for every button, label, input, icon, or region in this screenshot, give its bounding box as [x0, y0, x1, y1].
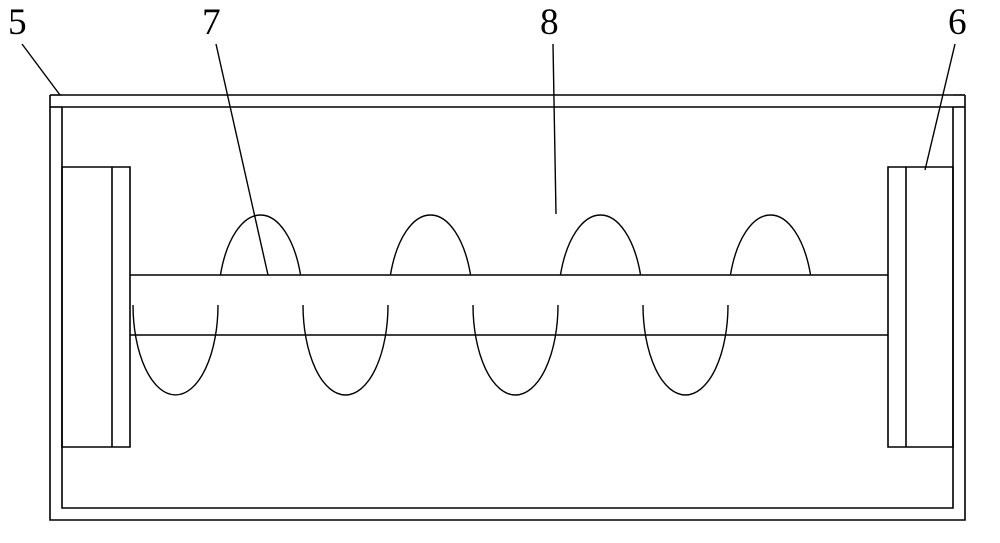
- leader-8: [553, 44, 556, 214]
- leader-7: [216, 44, 268, 275]
- leader-5: [22, 44, 60, 95]
- helical-coil: [133, 215, 813, 395]
- label-5: 5: [8, 2, 27, 43]
- inner-wall: [62, 107, 953, 508]
- outer-wall: [50, 95, 965, 520]
- left-end-block: [62, 167, 130, 447]
- right-end-block: [888, 167, 953, 447]
- label-7: 7: [202, 2, 221, 43]
- label-8: 8: [540, 2, 559, 43]
- label-6: 6: [948, 2, 967, 43]
